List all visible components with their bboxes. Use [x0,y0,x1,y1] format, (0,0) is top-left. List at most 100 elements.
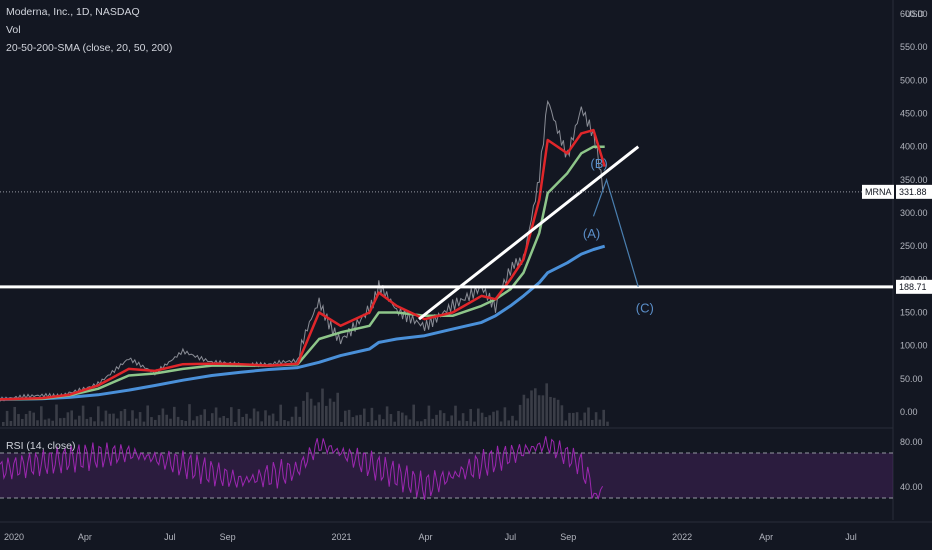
volume-bar [131,410,134,426]
price-tick-label: 50.00 [900,374,923,384]
volume-bar [363,408,366,426]
volume-bar [355,415,358,426]
axes: 600.00 550.00 500.00 450.00 400.00 350.00 300.… [0,9,932,542]
volume-bar [518,404,522,426]
volume-bar [17,414,20,426]
volume-bar [138,412,142,426]
volume-bar [214,407,218,426]
volume-bar [591,419,594,426]
volume-bar [553,397,556,426]
symbol-label: MRNA [865,187,892,197]
volume-bar [480,412,484,426]
volume-bar [161,408,165,426]
price-tick-label: 400.00 [900,142,928,152]
current-price-badge[interactable] [896,184,932,199]
volume-bar [423,419,427,426]
volume-bar [59,418,62,426]
level-price-badge[interactable] [896,279,932,294]
volume-bar [176,416,180,426]
volume-bar [473,421,476,426]
volume-bar [135,418,138,426]
volume-bar [74,419,77,426]
volume-bar [268,415,271,426]
volume-bar [309,398,313,426]
volume-bar [450,415,453,426]
volume-bar [579,420,583,426]
volume-bar [404,415,408,426]
volume-bar [78,415,81,426]
chart-title: Moderna, Inc., 1D, NASDAQ [6,6,140,18]
wave-annotations: (B) (A) (C) [583,156,654,316]
volume-bar [230,407,233,426]
volume-bar [541,395,545,426]
volume-bar [112,413,115,426]
volume-bar [454,405,457,426]
volume-bar [534,388,537,426]
volume-bar [469,408,472,426]
volume-bar [545,383,548,426]
volume-bar [515,420,518,426]
volume-bar [503,407,507,426]
volume-bar [492,411,495,426]
volume-bar [458,420,461,426]
volume-bar [47,418,51,426]
price-tick-label: 150.00 [900,308,928,318]
price-tick-label: 100.00 [900,341,928,351]
wave-label: (C) [636,301,654,316]
volume-bar [226,418,229,426]
projection-line[interactable] [592,177,639,287]
volume-bar [317,402,320,426]
volume-bar [602,409,605,426]
time-tick-label: Jul [505,532,517,542]
volume-bar [203,409,206,426]
volume-bar [127,420,130,426]
volume-bar [119,411,123,426]
volume-bar [207,420,210,426]
volume-bar [40,406,43,426]
volume-bar [249,418,252,426]
trend-line[interactable] [418,145,640,321]
volume-bar [416,421,419,426]
volume-bar [401,412,404,426]
price-tick-label: 550.00 [900,42,928,52]
volume-bar [290,416,294,426]
rsi-tick-label: 40.00 [900,482,923,492]
volume-bar [385,406,389,426]
currency-label: USD [905,9,925,19]
wave-label: (A) [583,226,600,241]
volume-bar [427,405,431,426]
volume-bar [150,417,153,426]
volume-bar [260,421,263,426]
volume-bar [192,420,195,426]
volume-bar [21,418,24,426]
volume-bar [484,417,488,426]
volume-bar [366,421,370,426]
rsi-pane [0,436,893,500]
volume-bar [13,406,16,426]
volume-bar [328,398,332,426]
volume-bar [336,392,339,426]
price-tick-label: 450.00 [900,109,928,119]
volume-bar [294,406,298,426]
volume-bar [51,420,54,426]
volume-bar [359,414,362,426]
volume-bar [556,399,560,426]
volume-bar [575,412,579,426]
volume-bar [222,416,225,426]
volume-bar [252,408,256,426]
volume-bar [488,415,491,426]
volume-bar [188,404,191,426]
time-tick-label: 2021 [332,532,352,542]
volume-bar [2,422,5,426]
volume-bar [142,421,146,426]
volume-bar [28,410,32,426]
series-sma50 [0,145,605,401]
sma-lines [0,128,606,401]
volume-bar [598,419,602,426]
time-tick-label: Jul [164,532,176,542]
price-tick-label: 350.00 [900,175,928,185]
volume-bar [93,421,96,426]
time-tick-label: 2020 [4,532,24,542]
